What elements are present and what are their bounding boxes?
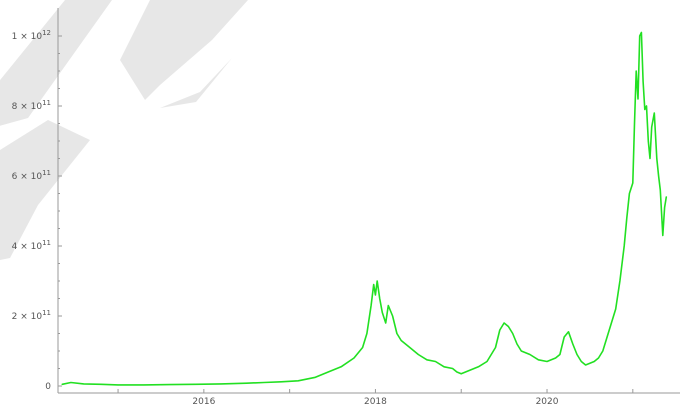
y-ticks: 0 2 × 1011 4 × 1011 6 × 1011 8 × 1011 1 × 101… — [12, 29, 62, 392]
x-tick-label: 2016 — [192, 397, 215, 406]
x-ticks: 2016 2018 2020 — [117, 389, 634, 406]
y-tick-label: 0 — [45, 382, 51, 392]
watermark-stroke-3 — [120, 0, 248, 100]
y-tick-label: 1 × 1012 — [12, 29, 51, 42]
x-tick-label: 2020 — [536, 397, 559, 406]
y-tick-label: 2 × 1011 — [12, 309, 51, 322]
watermark-stroke-4 — [160, 58, 232, 108]
watermark-stroke — [0, 0, 112, 126]
y-tick-label: 4 × 1011 — [12, 239, 51, 252]
x-tick-label: 2018 — [364, 397, 387, 406]
y-tick-label: 6 × 1011 — [12, 169, 51, 182]
y-tick-label: 8 × 1011 — [12, 99, 51, 112]
axes — [57, 8, 680, 394]
series-line — [61, 31, 668, 386]
series-group — [61, 31, 668, 386]
watermark-stroke-2 — [0, 120, 90, 260]
